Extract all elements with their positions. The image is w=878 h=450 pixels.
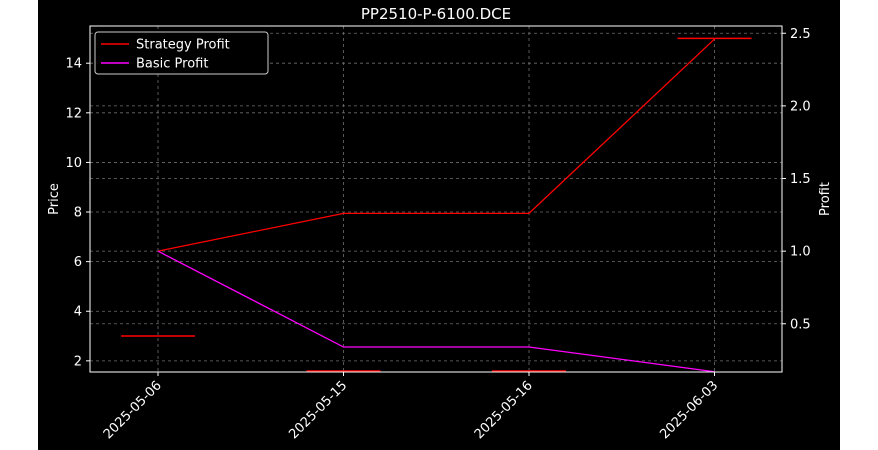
left-tick-label: 12 [65, 106, 82, 121]
right-tick-label: 2.0 [790, 99, 811, 114]
figure: 2 4 6 8 10 12 14 0.5 1.0 1.5 2.0 2.5 2025-05-06 202… [38, 0, 840, 450]
legend-label: Basic Profit [136, 57, 208, 72]
left-tick-label: 14 [65, 57, 82, 72]
left-axis-ticks: 2 4 6 8 10 12 14 [65, 57, 90, 369]
x-tick-label: 2025-05-15 [286, 378, 350, 442]
right-tick-label: 1.0 [790, 245, 811, 260]
right-tick-label: 2.5 [790, 27, 811, 42]
left-axis-label: Price [47, 183, 62, 215]
left-tick-label: 10 [65, 156, 82, 171]
series-lines [157, 38, 715, 373]
right-axis-label: Profit [818, 182, 833, 216]
series-line-0 [157, 38, 715, 252]
left-tick-label: 2 [74, 354, 82, 369]
legend: Strategy Profit Basic Profit [94, 31, 269, 75]
chart-title: PP2510-P-6100.DCE [361, 5, 511, 23]
grid [90, 26, 782, 372]
series-line-1 [157, 250, 715, 373]
left-tick-label: 6 [74, 255, 82, 270]
legend-label: Strategy Profit [136, 38, 230, 53]
price-markers [121, 37, 752, 372]
x-tick-label: 2025-06-03 [657, 378, 721, 442]
plot-frame [89, 25, 783, 373]
x-tick-label: 2025-05-16 [472, 378, 536, 442]
right-tick-label: 0.5 [790, 317, 811, 332]
left-tick-label: 4 [74, 305, 82, 320]
left-tick-label: 8 [74, 206, 82, 221]
right-axis-ticks: 0.5 1.0 1.5 2.0 2.5 [782, 27, 811, 332]
legend-box [94, 31, 269, 75]
x-tick-label: 2025-05-06 [101, 378, 165, 442]
x-axis-ticks: 2025-05-06 2025-05-15 2025-05-16 2025-06-03 [101, 372, 721, 442]
right-tick-label: 1.5 [790, 172, 811, 187]
